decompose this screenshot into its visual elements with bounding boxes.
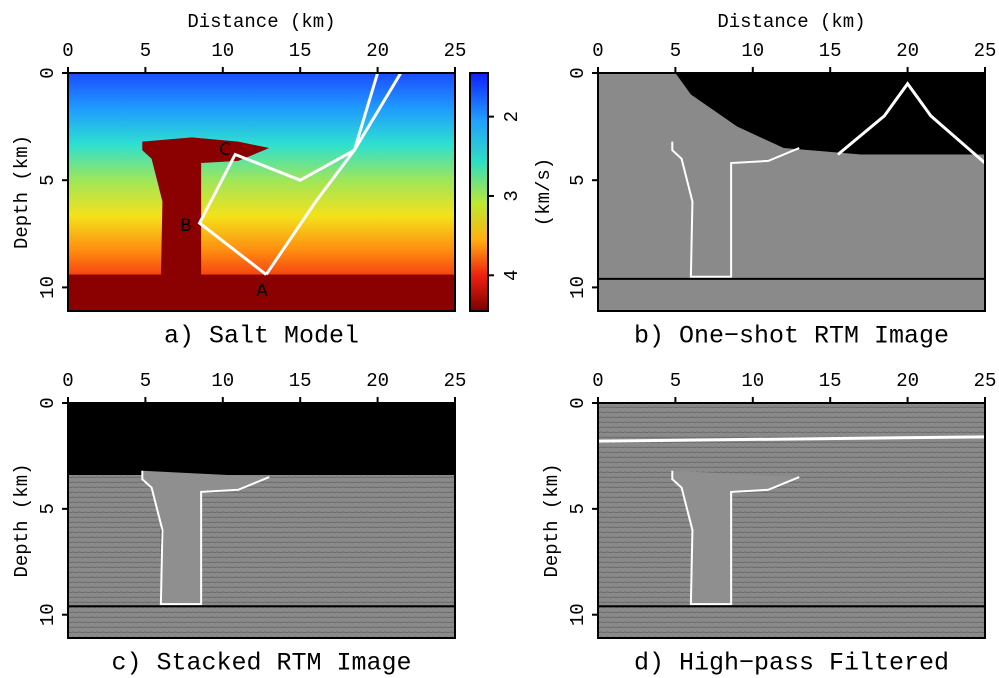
y-tick-label: 10 xyxy=(567,276,589,299)
x-tick-label: 0 xyxy=(62,370,73,392)
y-tick-label: 5 xyxy=(37,175,59,186)
caption: b) One−shot RTM Image xyxy=(634,322,949,351)
ray xyxy=(197,73,380,276)
panel: 0 5 10 15 20 25 0 5 10 Depth (km) d) High−pass Fil… xyxy=(541,370,996,678)
x-tick-label: 15 xyxy=(819,40,842,62)
x-tick-label: 5 xyxy=(140,370,151,392)
colorbar-tick-label: 2 xyxy=(501,111,523,122)
x-tick-label: 20 xyxy=(896,370,919,392)
image xyxy=(68,403,455,638)
y-tick-label: 0 xyxy=(567,67,589,78)
x-tick-label: 10 xyxy=(211,370,234,392)
salt-edge xyxy=(141,470,270,606)
x-tick-label: 20 xyxy=(366,40,389,62)
annotation: B xyxy=(180,216,192,236)
image xyxy=(68,73,455,311)
wavefront-edge xyxy=(836,81,985,165)
colorbar-label: (km/s) xyxy=(533,158,555,226)
x-tick-label: 10 xyxy=(211,40,234,62)
colorbar-tick-label: 4 xyxy=(501,270,523,281)
y-tick-label: 5 xyxy=(567,175,589,186)
x-tick-label: 5 xyxy=(670,40,681,62)
caption: c) Stacked RTM Image xyxy=(111,649,411,678)
x-tick-label: 10 xyxy=(741,40,764,62)
y-tick-label: 10 xyxy=(37,603,59,626)
salt-base xyxy=(68,274,455,311)
annotation: C xyxy=(219,140,231,160)
frame xyxy=(67,402,456,639)
x-tick-label: 15 xyxy=(289,370,312,392)
frame xyxy=(597,72,986,312)
y-tick-label: 10 xyxy=(37,276,59,299)
x-tick-label: 0 xyxy=(592,40,603,62)
x-tick-label: 15 xyxy=(819,370,842,392)
colorbar xyxy=(469,72,489,312)
x-tick-label: 25 xyxy=(974,40,997,62)
y-tick-label: 0 xyxy=(567,397,589,408)
x-tick-label: 25 xyxy=(444,40,467,62)
frame xyxy=(67,72,456,312)
x-tick-label: 5 xyxy=(140,40,151,62)
x-axis-title: Distance (km) xyxy=(717,11,865,33)
salt-edge xyxy=(671,141,800,278)
wavefront xyxy=(675,73,985,155)
image xyxy=(598,403,985,638)
y-tick-label: 0 xyxy=(37,397,59,408)
y-tick-label: 5 xyxy=(567,503,589,514)
seismic xyxy=(598,403,985,638)
panel: 0 5 10 15 20 25 0 5 10 Depth (km) c) Stacked RTM I… xyxy=(11,370,466,678)
x-tick-label: 0 xyxy=(592,370,603,392)
y-axis-title: Depth (km) xyxy=(11,135,33,249)
y-axis-title: Depth (km) xyxy=(11,463,33,577)
x-tick-label: 20 xyxy=(896,40,919,62)
x-axis-title: Distance (km) xyxy=(187,11,335,33)
frame xyxy=(597,402,986,639)
x-tick-label: 20 xyxy=(366,370,389,392)
x-tick-label: 25 xyxy=(974,370,997,392)
y-axis-title: Depth (km) xyxy=(541,463,563,577)
y-tick-label: 10 xyxy=(567,603,589,626)
x-tick-label: 25 xyxy=(444,370,467,392)
y-tick-label: 5 xyxy=(37,503,59,514)
reflector xyxy=(598,435,985,443)
salt-edge xyxy=(671,470,800,606)
x-tick-label: 10 xyxy=(741,370,764,392)
x-tick-label: 0 xyxy=(62,40,73,62)
image xyxy=(598,73,985,311)
y-tick-label: 0 xyxy=(37,67,59,78)
caption: a) Salt Model xyxy=(164,322,359,351)
x-tick-label: 15 xyxy=(289,40,312,62)
ray xyxy=(264,73,403,276)
colorbar-tick-label: 3 xyxy=(501,190,523,201)
panel: 0 5 10 15 20 25 0 5 10 Distance (km) Depth (km) a) … xyxy=(11,11,555,351)
salt-body xyxy=(142,137,270,277)
annotation: A xyxy=(256,281,268,301)
x-tick-label: 5 xyxy=(670,370,681,392)
panel: 0 5 10 15 20 25 0 5 10 Distance (km) b) One−shot R… xyxy=(567,11,996,351)
caption: d) High−pass Filtered xyxy=(634,649,949,678)
